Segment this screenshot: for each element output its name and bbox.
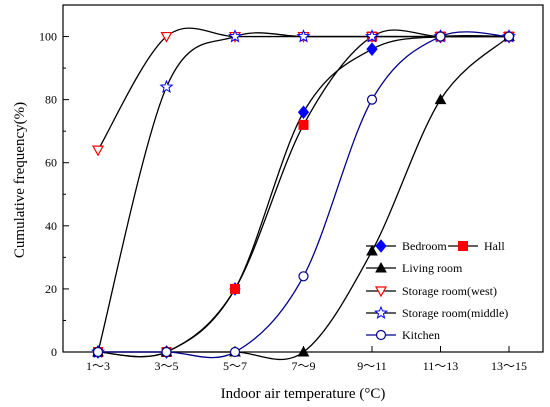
data-point <box>434 93 447 105</box>
data-point <box>227 29 243 43</box>
data-point <box>366 42 378 56</box>
y-tick-label: 100 <box>39 30 57 44</box>
data-point <box>366 245 378 256</box>
legend-marker <box>374 286 388 298</box>
y-tick-label: 80 <box>45 93 57 107</box>
x-axis-title: Indoor air temperature (°C) <box>221 386 386 402</box>
legend-label: Hall <box>484 239 505 253</box>
data-point <box>366 94 378 105</box>
y-axis-title: Cumulative frequency(%) <box>12 102 28 258</box>
x-tick-label: 13～15 <box>491 359 527 373</box>
legend-label: Bedroom <box>402 239 447 253</box>
x-tick-label: 7～9 <box>291 359 315 373</box>
data-point <box>92 346 104 358</box>
legend-marker <box>373 305 389 319</box>
x-tick-label: 11～13 <box>423 359 459 373</box>
legend-marker <box>375 329 387 341</box>
legend-label: Storage room(west) <box>402 284 497 298</box>
series-line <box>97 32 509 353</box>
data-point <box>160 31 173 43</box>
data-point <box>435 31 446 42</box>
data-point <box>229 346 241 358</box>
legend-label: Storage room(middle) <box>402 306 508 320</box>
data-point <box>159 79 174 93</box>
legend-marker <box>458 241 468 251</box>
legend-label: Kitchen <box>402 328 440 342</box>
data-point <box>364 29 380 43</box>
y-tick-label: 60 <box>45 156 57 170</box>
y-tick-label: 20 <box>45 282 57 296</box>
y-tick-label: 0 <box>51 345 57 359</box>
legend: Bedroom Hall Living room Storage room(west)… <box>366 239 508 342</box>
series-layer <box>90 27 517 361</box>
series-5 <box>92 31 515 359</box>
x-tick-label: 1～3 <box>86 359 110 373</box>
data-point <box>230 283 240 294</box>
data-point <box>297 345 310 357</box>
series-3 <box>91 27 516 157</box>
data-point <box>298 271 309 282</box>
legend-label: Living room <box>402 261 463 275</box>
legend-marker <box>375 239 387 253</box>
data-point <box>91 145 105 157</box>
data-point <box>297 105 310 120</box>
data-point <box>298 119 309 130</box>
x-tick-label: 3～5 <box>154 359 178 373</box>
data-point <box>296 29 311 43</box>
data-point <box>503 31 515 42</box>
legend-marker <box>375 261 387 273</box>
y-tick-label: 40 <box>45 219 57 233</box>
x-tick-label: 9～11 <box>357 359 387 373</box>
plot-frame <box>62 4 544 353</box>
x-tick-label: 5～7 <box>223 359 247 373</box>
data-point <box>161 346 172 358</box>
